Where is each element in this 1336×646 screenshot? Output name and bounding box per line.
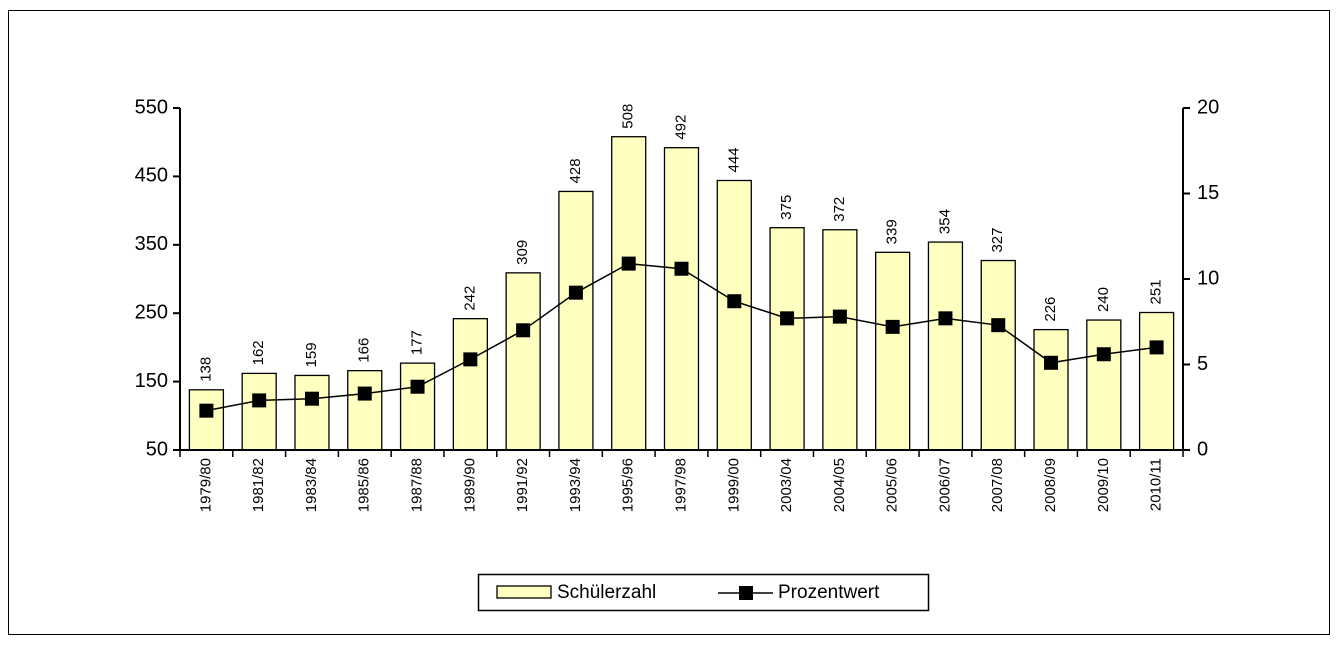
data-label: 444 (725, 147, 742, 172)
data-label: 508 (620, 104, 637, 129)
x-tick-label: 2009/10 (1095, 458, 1112, 512)
y2-tick-label: 5 (1197, 353, 1208, 375)
data-label: 159 (303, 342, 320, 367)
bar (663, 147, 700, 451)
y2-tick-label: 10 (1197, 267, 1219, 289)
bar (1033, 328, 1069, 451)
bar (1138, 311, 1175, 451)
bar (452, 318, 488, 451)
data-label: 162 (250, 340, 267, 365)
line-marker (199, 403, 214, 418)
bar (611, 136, 647, 451)
y2-tick-label: 20 (1197, 96, 1219, 118)
data-label: 339 (884, 219, 901, 244)
legend-swatch (739, 586, 753, 600)
line-marker (410, 379, 425, 394)
bar (399, 362, 436, 451)
line-marker (727, 294, 742, 309)
x-tick-label: 1987/88 (409, 458, 426, 512)
x-tick-label: 1983/84 (303, 458, 320, 512)
line-marker (304, 391, 319, 406)
legend-box (477, 573, 930, 612)
data-label: 177 (409, 330, 426, 355)
y2-tick-label: 0 (1197, 438, 1208, 460)
x-tick-label: 1985/86 (356, 458, 373, 512)
x-tick-label: 1999/00 (725, 458, 742, 512)
x-tick-label: 1995/96 (620, 458, 637, 512)
line-marker (1149, 340, 1164, 355)
bar (1086, 319, 1122, 451)
line-marker (516, 323, 531, 338)
line-marker (357, 386, 372, 401)
data-label: 242 (461, 286, 478, 311)
y2-tick-label: 15 (1197, 182, 1219, 204)
bar (505, 272, 541, 451)
data-label: 428 (567, 158, 584, 183)
line-marker (463, 352, 478, 367)
data-label: 492 (672, 115, 689, 140)
bar (294, 374, 330, 451)
y-tick-label: 450 (135, 165, 168, 187)
data-label: 166 (356, 338, 373, 363)
data-label: 372 (831, 197, 848, 222)
line-marker (674, 261, 689, 276)
legend-label: Prozentwert (778, 582, 880, 603)
data-label: 309 (514, 240, 531, 265)
legend-swatch (496, 585, 552, 599)
data-label: 240 (1095, 287, 1112, 312)
x-tick-label: 1981/82 (250, 458, 267, 512)
bar (347, 370, 383, 451)
x-tick-label: 1989/90 (461, 458, 478, 512)
y-tick-label: 550 (135, 96, 168, 118)
line-marker (568, 285, 583, 300)
bar (822, 229, 858, 451)
line-marker (991, 318, 1006, 333)
data-label: 354 (936, 209, 953, 234)
x-tick-label: 1979/80 (197, 458, 214, 512)
x-tick-label: 2010/11 (1148, 458, 1165, 511)
legend-label: Schülerzahl (557, 582, 656, 603)
x-tick-label: 1997/98 (672, 458, 689, 512)
bar (875, 251, 911, 451)
line-marker (621, 256, 636, 271)
y-tick-label: 150 (135, 370, 168, 392)
x-tick-label: 2007/08 (989, 458, 1006, 512)
data-label: 138 (197, 357, 214, 382)
x-tick-label: 2008/09 (1042, 458, 1059, 512)
y-tick-label: 250 (135, 301, 168, 323)
bar (769, 227, 805, 451)
line-marker (938, 311, 953, 326)
line-marker (780, 311, 795, 326)
bar (716, 179, 752, 451)
line-marker (1096, 347, 1111, 362)
y-tick-label: 350 (135, 233, 168, 255)
data-label: 226 (1042, 297, 1059, 322)
x-tick-label: 1993/94 (567, 458, 584, 512)
bar (558, 190, 594, 451)
x-tick-label: 2005/06 (884, 458, 901, 512)
y-tick-label: 50 (146, 438, 168, 460)
data-label: 375 (778, 195, 795, 220)
data-label: 327 (989, 228, 1006, 253)
bar (980, 259, 1016, 451)
bar (241, 372, 277, 451)
bar (188, 389, 225, 451)
line-marker (885, 319, 900, 334)
x-tick-label: 2006/07 (936, 458, 953, 512)
data-label: 251 (1148, 279, 1165, 304)
x-tick-label: 1991/92 (514, 458, 531, 512)
x-tick-label: 2004/05 (831, 458, 848, 512)
line-marker (1044, 355, 1059, 370)
bar (927, 241, 964, 451)
line-marker (252, 393, 267, 408)
line-marker (832, 309, 847, 324)
x-tick-label: 2003/04 (778, 458, 795, 512)
